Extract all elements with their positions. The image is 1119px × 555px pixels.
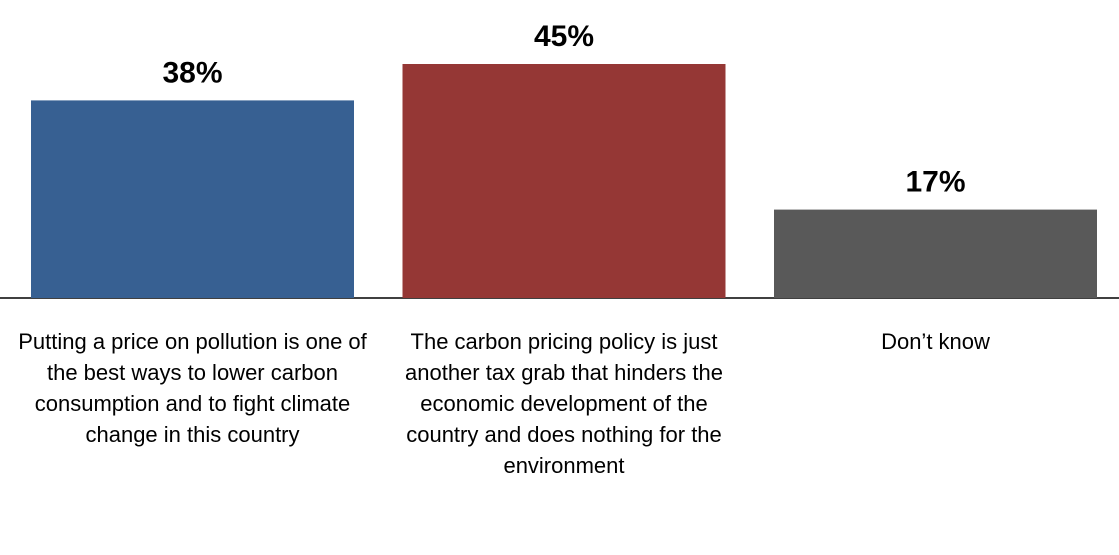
category-label: Putting a price on pollution is one of t… (18, 329, 367, 447)
bar (402, 64, 726, 298)
value-label: 38% (162, 56, 222, 89)
bar (774, 209, 1097, 298)
bar (31, 100, 354, 299)
category-label: The carbon pricing policy is just anothe… (405, 329, 723, 478)
value-label: 17% (905, 166, 965, 199)
category-label: Don’t know (881, 329, 990, 354)
value-label: 45% (534, 20, 594, 53)
